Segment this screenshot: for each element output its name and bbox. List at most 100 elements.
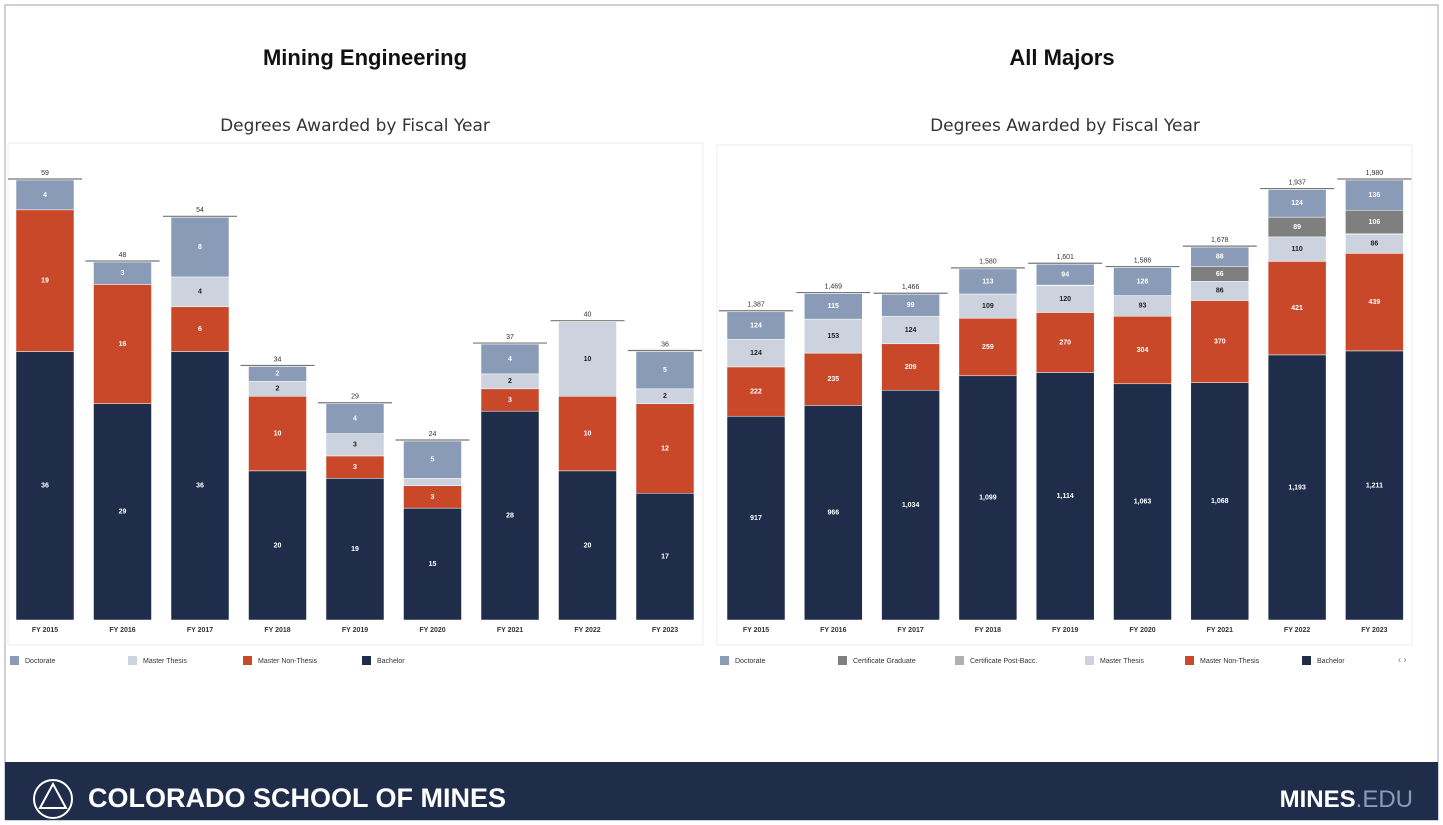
bar-segment [15,351,75,621]
bar-segment [1035,372,1095,621]
segment-label: 17 [661,553,669,560]
x-tick-label: FY 2018 [264,627,290,634]
segment-label: 153 [827,333,839,340]
legend-label: Certificate Post-Bacc. [970,658,1037,665]
x-tick-label: FY 2015 [32,627,58,634]
bar-segment [1035,285,1095,313]
x-tick-label: FY 2022 [1284,627,1310,634]
segment-label: 113 [982,278,993,285]
bar-segment [804,318,863,354]
segment-label: 66 [1216,271,1224,278]
segment-label: 6 [198,326,202,333]
bar-segment [726,339,786,368]
bar-segment [480,343,540,375]
bar-segment [248,366,307,382]
bar-segment [1267,189,1327,218]
total-label: 29 [351,394,359,401]
segment-label: 3 [353,464,357,471]
legend-label: Doctorate [735,658,765,665]
segment-label: 4 [198,289,202,296]
bar-segment [1190,382,1250,621]
legend-swatch [955,656,964,665]
bar-segment [804,352,863,406]
segment-label: 20 [274,542,282,549]
segment-label: 4 [508,356,512,363]
legend-label: Master Thesis [1100,658,1144,665]
x-tick-label: FY 2021 [1207,627,1233,634]
bar-segment [558,396,617,472]
bar-segment [93,261,152,285]
x-tick-label: FY 2022 [574,627,600,634]
segment-label: 222 [750,388,762,395]
segment-label: 109 [982,303,994,310]
total-label: 1,980 [1366,170,1384,177]
segment-label: 29 [119,509,127,516]
bar-segment [881,315,940,345]
segment-label: 20 [584,542,592,549]
x-tick-label: FY 2016 [109,627,135,634]
legend-label: Doctorate [25,658,55,665]
bar-segment [958,317,1018,377]
segment-label: 10 [584,356,592,363]
segment-label: 1,099 [979,495,997,502]
bar-segment [170,306,230,352]
chart-subtitle: Degrees Awarded by Fiscal Year [220,116,490,136]
bar-segment [1035,312,1095,373]
segment-label: 917 [750,515,762,522]
x-tick-label: FY 2017 [897,627,923,634]
bar-segment [248,470,307,621]
bar-segment [558,321,617,397]
legend-label: Master Thesis [143,658,187,665]
legend-scroll[interactable]: ‹ › [1398,654,1407,664]
bar-segment [325,478,385,621]
bar-segment [958,375,1018,621]
legend-swatch [720,656,729,665]
bar-segment [635,403,695,494]
segment-label: 2 [663,393,667,400]
bar-segment [726,311,786,340]
bar-segment [1113,267,1172,296]
segment-label: 28 [506,512,514,519]
segment-label: 36 [196,483,204,490]
segment-label: 5 [431,457,435,464]
segment-label: 304 [1137,347,1149,354]
chart-heading: Mining Engineering [263,45,467,70]
segment-label: 1,211 [1366,482,1383,489]
footer-brand: COLORADO SCHOOL OF MINES [88,783,506,813]
x-tick-label: FY 2020 [1129,627,1155,634]
legend-swatch [838,656,847,665]
bar-segment [1267,261,1327,356]
segment-label: 1,034 [902,502,920,509]
footer-site-suffix: .EDU [1356,786,1413,813]
total-label: 36 [661,341,669,348]
bar-segment [1113,315,1172,385]
total-label: 48 [119,252,127,259]
legend-label: Bachelor [1317,658,1345,665]
total-label: 1,387 [747,302,765,309]
total-label: 54 [196,207,204,214]
bar-segment [804,405,863,621]
x-tick-label: FY 2021 [497,627,523,634]
segment-label: 110 [1291,246,1302,253]
x-tick-label: FY 2019 [342,627,368,634]
segment-label: 8 [198,244,202,251]
footer-site-name: MINES [1280,786,1356,813]
segment-label: 88 [1216,254,1224,261]
bar-segment [558,470,617,621]
bar-segment [881,389,940,621]
total-label: 1,469 [825,283,843,290]
segment-label: 99 [907,302,915,309]
bar-segment [1345,350,1404,621]
x-tick-label: FY 2019 [1052,627,1078,634]
segment-label: 86 [1216,288,1224,295]
bar-segment [170,217,230,278]
segment-label: 120 [1059,296,1071,303]
segment-label: 115 [828,303,839,310]
segment-label: 1,193 [1288,484,1306,491]
legend-swatch [128,656,137,665]
segment-label: 4 [353,415,357,422]
bar-segment [93,403,152,621]
bar-segment [170,276,230,308]
segment-label: 3 [353,442,357,449]
total-label: 1,601 [1056,254,1074,261]
